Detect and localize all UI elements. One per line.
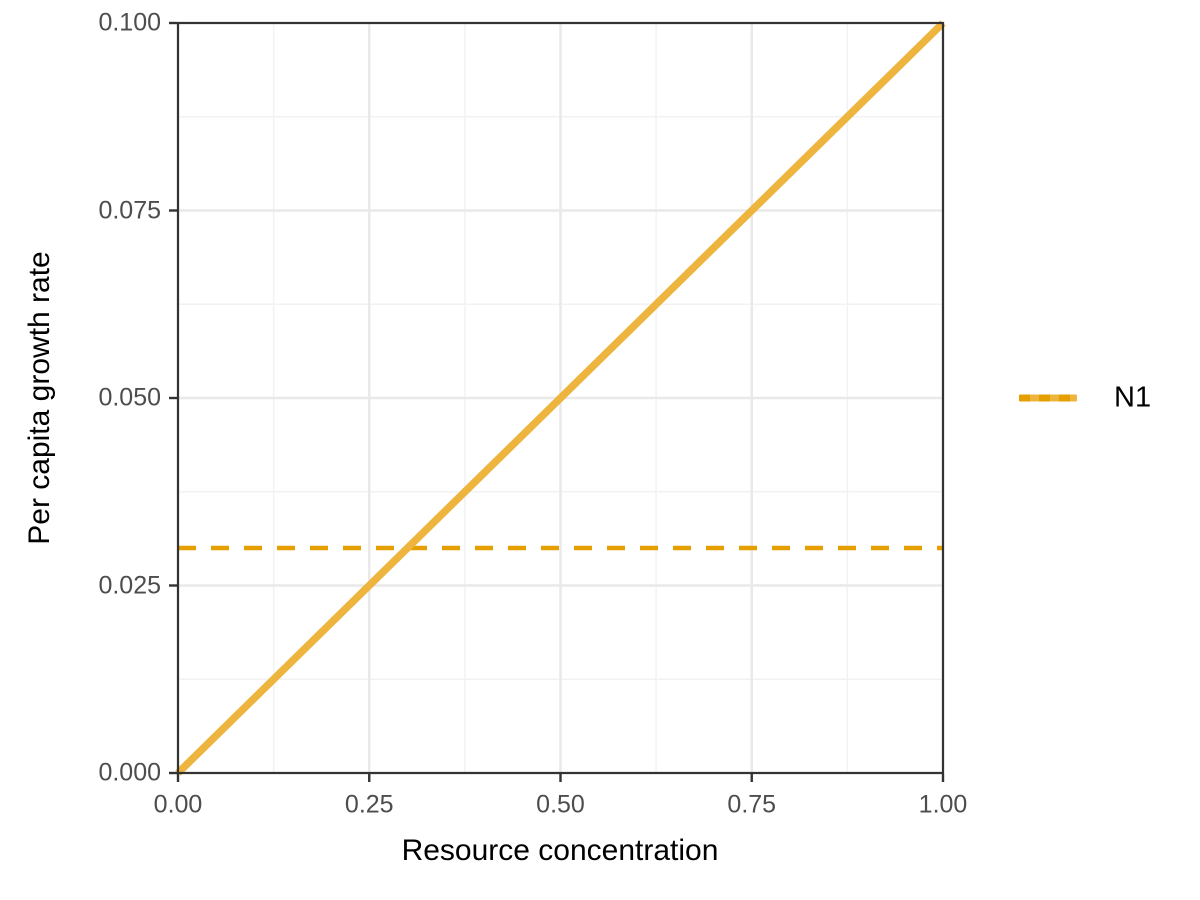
panel-border xyxy=(176,21,945,775)
x-tick-label: 1.00 xyxy=(918,790,968,819)
x-tick-label: 0.75 xyxy=(727,790,777,819)
y-tick-label: 0.050 xyxy=(98,383,161,412)
x-tick-label: 0.50 xyxy=(536,790,585,819)
series-line-n1 xyxy=(175,20,946,776)
legend-line-swatch-n1 xyxy=(1019,394,1077,402)
y-tick-label: 0.000 xyxy=(98,758,161,787)
plot-panel xyxy=(169,20,946,782)
x-tick-label: 0.25 xyxy=(344,790,394,819)
x-tick-label: 0.00 xyxy=(153,790,203,819)
legend-label-n1: N1 xyxy=(1114,381,1152,414)
y-tick-label: 0.025 xyxy=(98,571,161,599)
y-axis-title: Per capita growth rate xyxy=(23,251,56,545)
y-tick-label: 0.075 xyxy=(98,196,161,224)
y-tick-label: 0.100 xyxy=(98,8,161,37)
legend: N1 xyxy=(1019,381,1152,414)
x-axis-title: Resource concentration xyxy=(401,834,719,867)
